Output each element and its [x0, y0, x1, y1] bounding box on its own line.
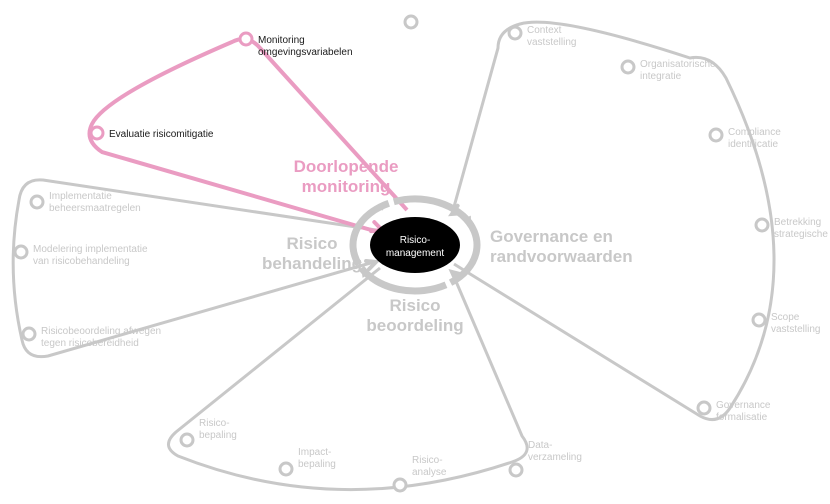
node-behandeling-2 — [23, 328, 35, 340]
node-beoordeling-3 — [510, 464, 522, 476]
sector-label-beoordeling-2: beoordeling — [366, 316, 463, 335]
node-label-governance-3-0: Betrekking — [774, 217, 821, 228]
node-label-governance-5-1: formalisatie — [716, 412, 768, 423]
node-label-governance-0-1: vaststelling — [527, 37, 576, 48]
node-monitoring-0 — [91, 127, 103, 139]
node-beoordeling-1 — [280, 463, 292, 475]
node-label-beoordeling-3-1: verzameling — [528, 452, 582, 463]
node-label-behandeling-1-1: van risicobehandeling — [33, 256, 130, 267]
node-beoordeling-0 — [181, 434, 193, 446]
node-governance-2 — [710, 129, 722, 141]
node-label-beoordeling-0-0: Risico- — [199, 418, 230, 429]
governance-start-dot — [405, 16, 417, 28]
sector-label-behandeling-2: behandeling — [262, 254, 362, 273]
node-beoordeling-2 — [394, 479, 406, 491]
node-monitoring-1 — [240, 33, 252, 45]
node-label-governance-2-0: Compliance — [728, 127, 781, 138]
node-label-beoordeling-2-1: analyse — [412, 467, 447, 478]
sector-label-governance-1: Governance en — [490, 227, 613, 246]
node-label-governance-2-1: identificatie — [728, 139, 778, 150]
node-governance-5 — [698, 402, 710, 414]
node-label-behandeling-1-0: Modelering implementatie — [33, 244, 148, 255]
node-label-governance-1-0: Organisatorische — [640, 59, 716, 70]
node-label-monitoring-0-0: Evaluatie risicomitigatie — [109, 129, 214, 140]
node-label-beoordeling-1-0: Impact- — [298, 447, 331, 458]
sector-label-monitoring-2: monitoring — [302, 177, 391, 196]
hub-label-1: Risico- — [400, 235, 431, 246]
node-label-beoordeling-0-1: bepaling — [199, 430, 237, 441]
node-governance-4 — [753, 314, 765, 326]
arc-governance — [452, 22, 774, 419]
node-label-governance-0-0: Context — [527, 25, 562, 36]
node-label-behandeling-2-1: tegen risicobereidheid — [41, 338, 139, 349]
node-governance-0 — [509, 27, 521, 39]
node-label-governance-3-1: strategische leiding — [774, 229, 830, 240]
node-label-monitoring-1-0: Monitoring — [258, 35, 305, 46]
node-governance-3 — [756, 219, 768, 231]
node-label-behandeling-0-0: Implementatie — [49, 191, 112, 202]
arc-beoordeling — [168, 268, 527, 490]
node-label-behandeling-2-0: Risicobeoordeling afwegen — [41, 326, 161, 337]
node-governance-1 — [622, 61, 634, 73]
node-behandeling-1 — [15, 246, 27, 258]
sector-label-monitoring-1: Doorlopende — [294, 157, 399, 176]
node-label-beoordeling-1-1: bepaling — [298, 459, 336, 470]
node-label-governance-1-1: integratie — [640, 71, 682, 82]
sector-label-beoordeling-1: Risico — [389, 296, 440, 315]
node-label-beoordeling-2-0: Risico- — [412, 455, 443, 466]
hub-label-2: management — [386, 248, 445, 259]
sector-label-governance-2: randvoorwaarden — [490, 247, 633, 266]
node-behandeling-0 — [31, 196, 43, 208]
node-label-governance-4-1: vaststelling — [771, 324, 820, 335]
risk-management-diagram: Risico-management Doorlopendemonitoring Ri… — [0, 0, 830, 504]
node-label-governance-5-0: Governance — [716, 400, 771, 411]
node-label-beoordeling-3-0: Data- — [528, 440, 552, 451]
node-label-governance-4-0: Scope — [771, 312, 800, 323]
node-label-behandeling-0-1: beheersmaatregelen — [49, 203, 141, 214]
sector-label-behandeling-1: Risico — [286, 234, 337, 253]
node-label-monitoring-1-1: omgevingsvariabelen — [258, 47, 353, 58]
